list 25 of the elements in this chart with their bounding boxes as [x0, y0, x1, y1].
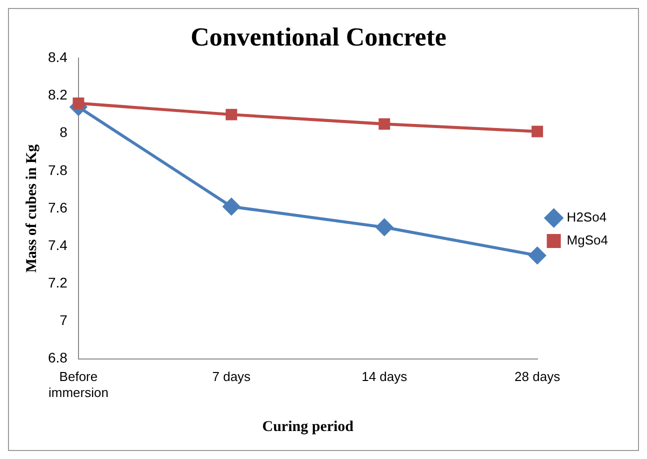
- y-tick-label: 7.2: [48, 274, 68, 291]
- point: [222, 198, 240, 216]
- point: [376, 218, 393, 236]
- y-tick-label: 7.8: [48, 162, 68, 178]
- x-tick-label: 7 days: [212, 369, 252, 384]
- point: [226, 108, 238, 120]
- y-tick-label: 8: [60, 124, 68, 140]
- point: [72, 98, 84, 110]
- y-tick-label: 7: [60, 312, 68, 328]
- x-axis-title: Curing period: [262, 418, 354, 435]
- y-axis-title: Mass of cubes in Kg: [24, 144, 40, 273]
- legend-label: H2So4: [566, 210, 607, 225]
- point: [378, 118, 390, 130]
- y-tick-label: 7.4: [48, 236, 68, 253]
- x-tick-label: 28 days: [514, 369, 561, 384]
- point: [528, 246, 546, 264]
- x-tick-label: Before immersion: [48, 369, 108, 400]
- y-tick-label: 6.8: [48, 350, 68, 366]
- y-tick-label: 8.2: [48, 86, 68, 103]
- point: [532, 126, 544, 138]
- chart-title: Conventional Concrete: [190, 22, 446, 52]
- y-tick-label: 7.6: [48, 199, 68, 216]
- legend-label: MgSo4: [566, 232, 608, 248]
- y-tick-label: 8.4: [48, 49, 68, 66]
- x-tick-label: 14 days: [362, 369, 408, 384]
